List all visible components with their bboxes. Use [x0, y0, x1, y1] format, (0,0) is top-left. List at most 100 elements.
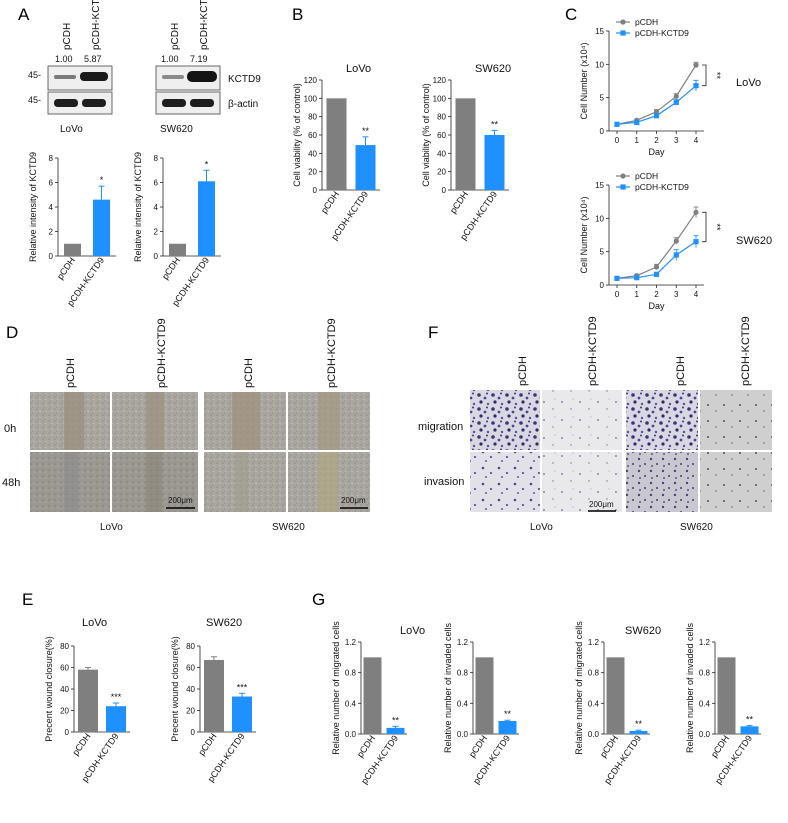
column-label: pCDH-KCTD9	[740, 316, 752, 386]
y-tick-label: 0.4	[457, 699, 469, 708]
y-tick-label: 100	[433, 94, 447, 103]
x-tick-label: 2	[654, 290, 659, 299]
y-axis-label: Cell Number (x10⁴)	[579, 43, 589, 120]
transwell-image	[470, 452, 540, 512]
x-tick-label: 4	[694, 136, 699, 145]
y-axis-label: Relative intensity of KCTD9	[28, 152, 38, 262]
significance-marker: **	[746, 715, 754, 725]
y-tick-label: 60	[186, 664, 195, 673]
y-tick-label: 0	[313, 186, 318, 195]
protein-label: KCTD9	[228, 74, 261, 85]
y-axis-label: Precent wound closure(%)	[170, 636, 180, 742]
wound-healing-panel: pCDH pCDH-KCTD9 pCDH pCDH-KCTD9 0h 48h 2…	[2, 318, 370, 533]
x-tick-label: 3	[674, 136, 679, 145]
data-point	[693, 239, 699, 245]
y-tick-label: 8	[154, 154, 159, 163]
y-tick-label: 2	[154, 228, 159, 237]
scale-bar-label: 200μm	[168, 496, 193, 505]
bar	[204, 659, 224, 732]
data-point	[673, 252, 679, 258]
y-tick-label: 0.4	[588, 699, 600, 708]
lane-label: pCDH	[170, 23, 181, 50]
lane-label: pCDH-KCTD9	[91, 0, 102, 50]
x-tick-label: 1	[635, 290, 640, 299]
y-axis-label: Relative number of migrated cells	[574, 621, 584, 755]
y-tick-label: 0.8	[457, 669, 469, 678]
y-tick-label: 0.4	[699, 699, 711, 708]
panel-letter-a: A	[18, 5, 30, 24]
scale-bar-label: 200μm	[589, 500, 614, 509]
x-tick-label: 2	[654, 136, 659, 145]
western-blot-sw620: pCDH pCDH-KCTD9 1.00 7.19 KCTD9 β-actin …	[155, 0, 261, 135]
x-tick-label: 1	[635, 136, 640, 145]
category-label: pCDH	[160, 255, 182, 281]
cell-line-label: LoVo	[736, 77, 761, 89]
significance-marker: ***	[111, 692, 122, 702]
blot-band	[162, 75, 184, 79]
bar	[606, 657, 625, 734]
y-tick-label: 2	[49, 228, 54, 237]
cell-line-label: SW620	[160, 124, 193, 135]
panel-letter-c: C	[565, 5, 577, 24]
y-tick-label: 60	[308, 131, 317, 140]
column-label: pCDH	[517, 356, 529, 386]
chart-title: SW620	[475, 63, 511, 75]
y-axis-label: Relative number of invaded cells	[685, 622, 695, 753]
significance-marker: **	[635, 719, 643, 729]
blot-band	[54, 75, 76, 79]
significance-marker: **	[712, 223, 722, 231]
data-point	[693, 83, 699, 89]
significance-bracket	[702, 211, 707, 243]
y-axis-label: Cell viability (% of control)	[292, 83, 302, 187]
blot-band	[80, 72, 108, 81]
y-tick-label: 40	[186, 685, 195, 694]
y-tick-label: 0.8	[699, 669, 711, 678]
y-tick-label: 10	[595, 214, 604, 223]
bar	[78, 669, 98, 732]
chart-title: SW620	[206, 617, 242, 629]
protein-label: β-actin	[228, 99, 258, 110]
y-tick-label: 60	[437, 131, 446, 140]
y-tick-label: 0.8	[588, 669, 600, 678]
y-axis-label: Cell Number (x10⁴)	[579, 197, 589, 274]
blot-band	[190, 99, 214, 107]
category-label: pCDH	[467, 733, 489, 759]
bar	[386, 727, 405, 734]
lane-label: pCDH-KCTD9	[199, 0, 210, 50]
y-tick-label: 40	[437, 149, 446, 158]
transwell-image	[700, 452, 772, 512]
column-label: pCDH	[675, 356, 687, 386]
y-tick-label: 80	[186, 642, 195, 651]
blot-ratio: 5.87	[84, 54, 102, 64]
western-blot-lovo: pCDH pCDH-KCTD9 1.00 5.87 45- 45- LoVo	[28, 0, 113, 135]
bar	[363, 657, 382, 734]
panel-letter-e: E	[22, 590, 33, 609]
bar	[93, 199, 110, 256]
category-label: pCDH	[709, 733, 731, 759]
y-tick-label: 80	[308, 113, 317, 122]
y-tick-label: 1.2	[588, 638, 600, 647]
y-tick-label: 0	[49, 252, 54, 261]
blot-band	[54, 99, 78, 107]
significance-bracket	[702, 64, 707, 87]
molecular-weight-marker: 45-	[28, 70, 41, 80]
blot-strip-actin	[155, 91, 221, 115]
transwell-image	[626, 390, 698, 450]
data-point	[653, 109, 660, 115]
legend-label: pCDH-KCTD9	[635, 182, 689, 192]
bar	[326, 98, 347, 190]
data-point	[653, 271, 660, 277]
legend-marker	[620, 173, 626, 179]
blot-band	[162, 99, 186, 107]
blot-band	[187, 71, 217, 82]
significance-marker: ***	[237, 682, 248, 692]
column-label: pCDH-KCTD9	[326, 318, 338, 388]
molecular-weight-marker: 45-	[28, 95, 41, 105]
y-axis-label: Relative intensity of KCTD9	[133, 152, 143, 262]
x-axis-label: Day	[648, 147, 665, 157]
data-point	[634, 275, 640, 281]
column-label: pCDH	[65, 358, 77, 388]
